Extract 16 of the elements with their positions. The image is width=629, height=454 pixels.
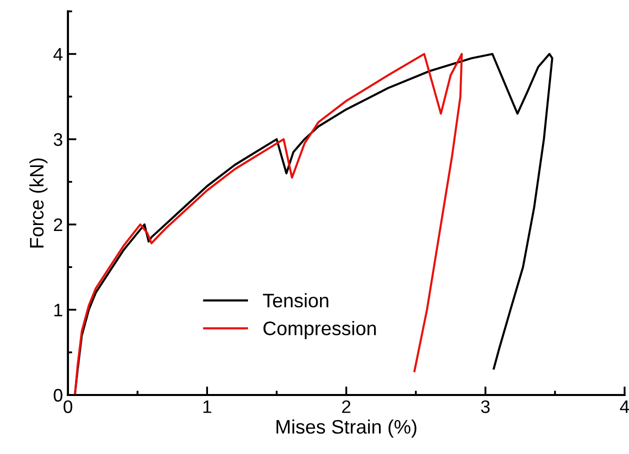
y-tick-label: 3 — [54, 133, 62, 146]
x-tick-label: 0 — [64, 400, 72, 414]
line-series — [74, 52, 554, 395]
x-tick-label: 4 — [620, 400, 629, 413]
x-tick-label: 1 — [203, 400, 212, 413]
legend-label: Compression — [263, 320, 376, 340]
y-tick-label: 0 — [54, 388, 62, 402]
y-tick-label: 2 — [54, 218, 62, 232]
line-series — [74, 52, 463, 395]
x-tick-label: 3 — [481, 400, 490, 414]
y-axis-title: Force (kN) — [29, 158, 48, 248]
legend-label: Tension — [262, 293, 328, 308]
y-tick-label: 1 — [54, 304, 62, 316]
y-tick-label: 4 — [53, 48, 63, 61]
x-axis-title: Mises Strain (%) — [276, 419, 416, 438]
x-tick-label: 2 — [342, 400, 350, 413]
